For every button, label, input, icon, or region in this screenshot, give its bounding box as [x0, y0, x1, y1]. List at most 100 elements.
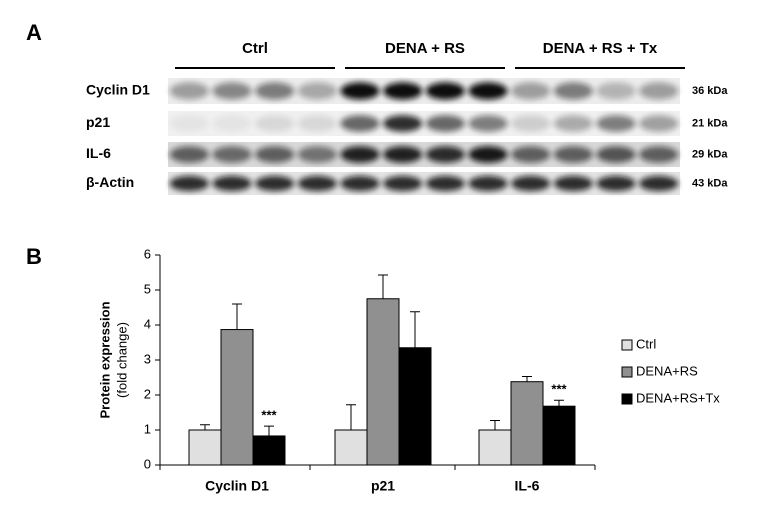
significance-label: ***: [551, 382, 567, 397]
blot-band: [383, 146, 423, 163]
blot-band: [468, 146, 508, 163]
blot-band: [639, 115, 679, 132]
error-bar: [200, 424, 210, 430]
x-tick-label: Cyclin D1: [205, 478, 269, 494]
blot-band: [340, 82, 380, 100]
protein-label: p21: [86, 114, 110, 130]
blot-band: [425, 115, 465, 132]
x-tick-label: IL-6: [515, 478, 540, 494]
x-tick-label: p21: [371, 478, 395, 494]
size-label: 21 kDa: [692, 117, 728, 129]
western-blot: Ctrl DENA + RS DENA + RS + Tx Cyclin D1 36 k…: [86, 40, 728, 195]
group-label: Ctrl: [242, 40, 268, 57]
blot-strip: [168, 142, 680, 167]
bar: [220, 329, 254, 466]
blot-band: [212, 175, 252, 192]
blot-band: [639, 175, 679, 192]
size-label: 29 kDa: [692, 148, 728, 160]
blot-band: [340, 115, 380, 132]
blot-band: [255, 146, 295, 163]
bar: [478, 429, 512, 466]
blot-band: [468, 82, 508, 100]
legend-label: DENA+RS: [636, 363, 698, 378]
error-bar: [264, 425, 274, 436]
blot-band: [511, 115, 551, 132]
bar-chart: 0 1 2 3 4 5 6 Protein expression (fold change) Cy…: [97, 246, 720, 493]
bar: [542, 405, 576, 466]
blot-band: [553, 82, 593, 100]
significance-label: ***: [261, 408, 277, 423]
y-tick-label: 4: [144, 316, 151, 331]
blot-band: [169, 146, 209, 163]
blot-band: [468, 115, 508, 132]
error-bar: [554, 399, 564, 407]
blot-band: [511, 146, 551, 163]
blot-band: [297, 146, 337, 163]
bar: [398, 347, 432, 466]
protein-label: IL-6: [86, 145, 111, 161]
blot-band: [340, 175, 380, 192]
legend-swatch: [621, 366, 633, 378]
bar: [252, 435, 286, 466]
blot-band: [383, 115, 423, 132]
size-label: 43 kDa: [692, 177, 728, 189]
blot-strip: [168, 78, 680, 104]
blot-band: [553, 146, 593, 163]
blot-band: [425, 146, 465, 163]
legend-swatch: [621, 393, 633, 405]
blot-band: [383, 175, 423, 192]
blot-strip: [168, 172, 680, 195]
group-label: DENA + RS: [385, 40, 465, 57]
error-bar: [522, 375, 532, 382]
blot-band: [425, 82, 465, 100]
blot-band: [297, 82, 337, 100]
blot-band: [425, 175, 465, 192]
blot-band: [297, 175, 337, 192]
blot-band: [340, 146, 380, 163]
panel-label: A: [26, 20, 42, 45]
blot-band: [297, 115, 337, 132]
blot-band: [212, 115, 252, 132]
blot-band: [596, 82, 636, 100]
blot-band: [553, 175, 593, 192]
group-label: DENA + RS + Tx: [543, 40, 658, 57]
error-bar: [346, 404, 356, 430]
y-axis-title: Protein expression: [97, 301, 112, 418]
y-tick-label: 5: [144, 281, 151, 296]
blot-band: [212, 82, 252, 100]
blot-band: [169, 175, 209, 192]
bar: [188, 429, 222, 466]
bar: [510, 381, 544, 466]
protein-label: β-Actin: [86, 174, 134, 190]
y-tick-label: 1: [144, 421, 151, 436]
blot-band: [255, 82, 295, 100]
blot-band: [639, 82, 679, 100]
blot-band: [511, 175, 551, 192]
blot-band: [255, 115, 295, 132]
y-tick-label: 0: [144, 456, 151, 471]
size-label: 36 kDa: [692, 85, 728, 97]
blot-band: [169, 115, 209, 132]
legend-label: DENA+RS+Tx: [636, 390, 720, 405]
y-tick-label: 6: [144, 246, 151, 261]
bar: [366, 298, 400, 466]
blot-band: [255, 175, 295, 192]
blot-band: [639, 146, 679, 163]
panel-label: B: [26, 244, 42, 269]
error-bar: [378, 274, 388, 299]
blot-band: [383, 82, 423, 100]
blot-band: [596, 175, 636, 192]
blot-band: [468, 175, 508, 192]
protein-label: Cyclin D1: [86, 82, 150, 98]
y-axis-subtitle: (fold change): [114, 322, 129, 398]
legend-swatch: [621, 339, 633, 351]
blot-band: [169, 82, 209, 100]
blot-band: [596, 146, 636, 163]
error-bar: [410, 311, 420, 348]
error-bar: [232, 303, 242, 330]
blot-band: [511, 82, 551, 100]
y-tick-label: 2: [144, 386, 151, 401]
blot-strip: [168, 111, 680, 136]
y-tick-label: 3: [144, 351, 151, 366]
